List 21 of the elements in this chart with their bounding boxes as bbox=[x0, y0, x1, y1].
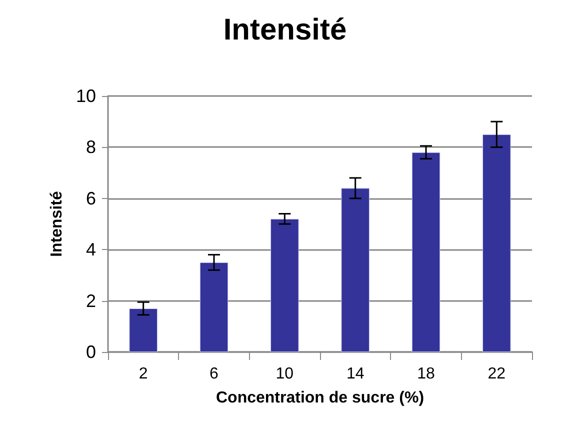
y-axis-title: Intensité bbox=[48, 191, 66, 257]
x-tick-label: 22 bbox=[488, 366, 506, 382]
chart-title: Intensité bbox=[223, 14, 347, 46]
y-tick-label: 10 bbox=[76, 86, 96, 106]
bar bbox=[129, 308, 158, 352]
y-tick-label: 4 bbox=[86, 240, 96, 260]
y-tick-label: 2 bbox=[86, 290, 96, 311]
x-tick-label: 18 bbox=[417, 366, 435, 382]
x-axis-title: Concentration de sucre (%) bbox=[216, 390, 424, 406]
y-tick-label: 6 bbox=[86, 188, 96, 208]
x-tick-label: 6 bbox=[210, 366, 219, 382]
bar bbox=[412, 152, 440, 352]
x-tick-label: 10 bbox=[276, 366, 294, 382]
bar bbox=[270, 218, 299, 352]
bar bbox=[482, 134, 511, 352]
y-tick-label: 8 bbox=[86, 137, 96, 158]
x-tick-label: 2 bbox=[138, 366, 148, 382]
bar bbox=[341, 188, 370, 352]
bar bbox=[200, 262, 228, 352]
y-tick-label: 0 bbox=[86, 342, 96, 362]
x-tick-label: 14 bbox=[346, 366, 364, 382]
